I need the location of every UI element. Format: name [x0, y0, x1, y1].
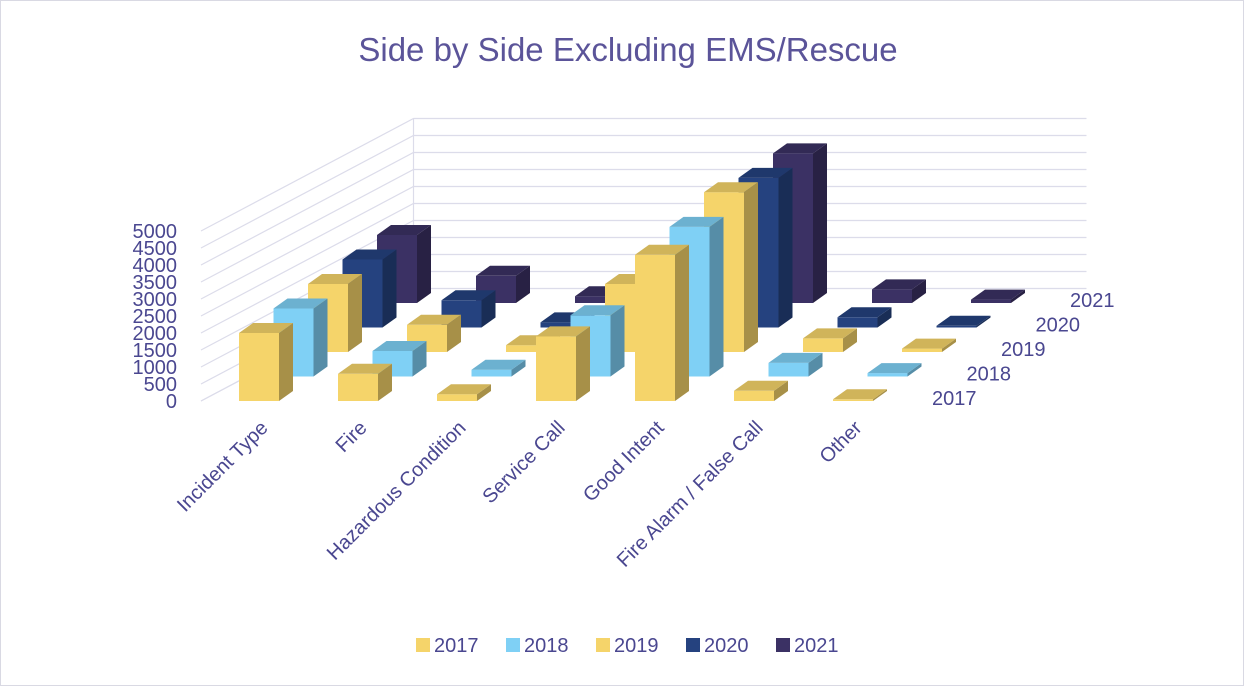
legend: 2017 2018 2019 2020 2021 — [416, 635, 839, 657]
chart-title: Side by Side Excluding EMS/Rescue — [358, 31, 897, 68]
series-axis-label: 2017 — [932, 388, 977, 410]
bar-2020-5 — [837, 307, 892, 328]
series-axis-label: 2019 — [1001, 339, 1046, 361]
bar-2018-1 — [372, 341, 427, 377]
legend-swatch — [686, 638, 700, 652]
y-tick-label: 1500 — [133, 340, 178, 362]
legend-item: 2019 — [596, 635, 659, 657]
legend-item: 2021 — [776, 635, 839, 657]
bar-2020-6 — [936, 315, 991, 328]
legend-swatch — [776, 638, 790, 652]
bar-2018-6 — [867, 363, 922, 377]
legend-item: 2020 — [686, 635, 749, 657]
bar-2017-6 — [833, 389, 887, 401]
y-tick-label: 5000 — [133, 221, 178, 243]
bar-2017-1 — [338, 363, 392, 401]
bar-2017-2 — [437, 384, 491, 401]
category-label: Good Intent — [579, 417, 669, 507]
legend-swatch — [596, 638, 610, 652]
y-tick-label: 0 — [166, 391, 177, 413]
legend-item: 2017 — [416, 635, 479, 657]
bar-2021-5 — [872, 279, 926, 303]
category-label: Incident Type — [173, 417, 272, 516]
bar-2018-2 — [471, 359, 526, 377]
y-tick-label: 4000 — [133, 255, 178, 277]
bar-2017-4 — [635, 244, 689, 401]
bar-2017-0 — [239, 323, 293, 401]
y-tick-label: 2500 — [133, 306, 178, 328]
y-tick-label: 4500 — [133, 238, 178, 260]
bar-2017-3 — [536, 326, 590, 401]
bar-2017-5 — [734, 380, 788, 401]
legend-label: 2019 — [614, 635, 659, 657]
y-tick-label: 3500 — [133, 272, 178, 294]
series-axis-label: 2021 — [1070, 290, 1115, 312]
legend-swatch — [506, 638, 520, 652]
y-tick-label: 2000 — [133, 323, 178, 345]
bar-2021-6 — [971, 289, 1025, 303]
bar-2019-5 — [803, 328, 857, 352]
legend-item: 2018 — [506, 635, 569, 657]
y-tick-label: 1000 — [133, 357, 178, 379]
legend-label: 2018 — [524, 635, 569, 657]
legend-swatch — [416, 638, 430, 652]
y-tick-label: 500 — [144, 374, 177, 396]
bar-2019-6 — [902, 338, 956, 352]
series-axis-label: 2020 — [1036, 315, 1081, 337]
bar-2018-5 — [768, 352, 823, 377]
legend-label: 2020 — [704, 635, 749, 657]
category-label: Service Call — [479, 417, 570, 508]
series-axis-label: 2018 — [967, 364, 1012, 386]
legend-label: 2021 — [794, 635, 839, 657]
category-label: Other — [816, 417, 867, 468]
y-tick-label: 3000 — [133, 289, 178, 311]
category-label: Fire — [332, 417, 372, 457]
legend-label: 2017 — [434, 635, 479, 657]
bar-2018-4 — [669, 216, 724, 377]
bars — [239, 143, 1025, 401]
